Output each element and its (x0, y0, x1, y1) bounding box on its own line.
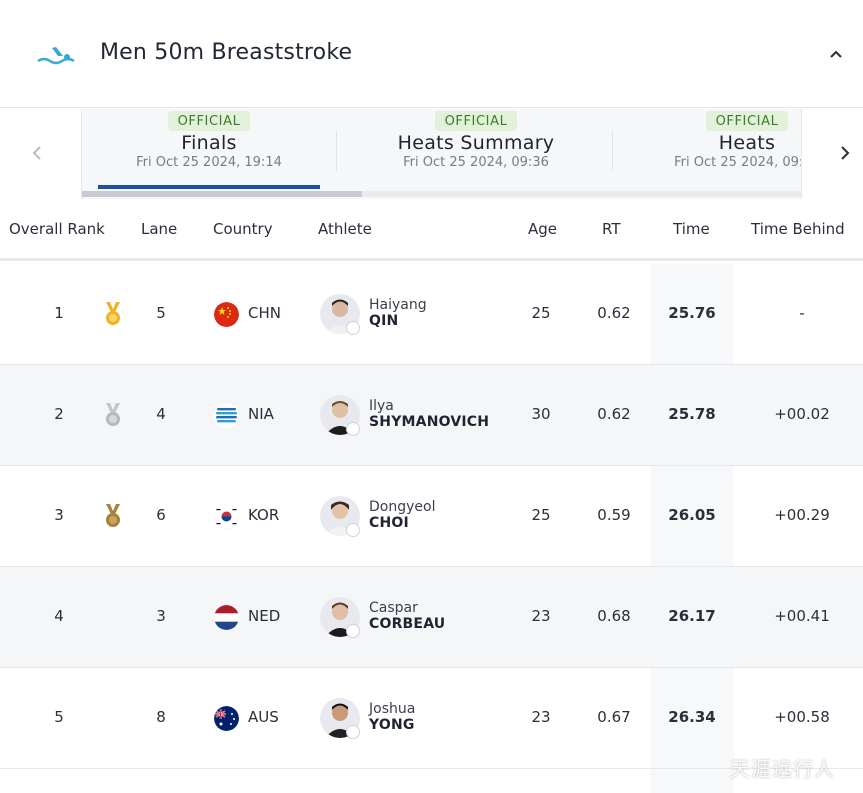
age: 23 (531, 607, 551, 625)
athlete-first-name: Caspar (369, 600, 418, 616)
watermark-text: 天涯远行人 (730, 757, 835, 781)
tab-heats-summary[interactable]: OFFICIAL Heats Summary Fri Oct 25 2024, … (360, 109, 592, 191)
reaction-time: 0.62 (597, 304, 631, 322)
tab-label: Heats (718, 132, 776, 154)
country-code: NIA (248, 405, 274, 423)
netherlands-flag-icon (214, 605, 239, 630)
column-header-rank[interactable]: Overall Rank (9, 220, 105, 238)
lane: 8 (156, 708, 166, 726)
tab-scrollbar[interactable] (82, 191, 801, 197)
time-behind: - (799, 304, 805, 322)
event-header: Men 50m Breaststroke (0, 0, 863, 108)
column-header-country[interactable]: Country (213, 220, 273, 238)
lane: 3 (156, 607, 166, 625)
reaction-time: 0.59 (597, 506, 631, 524)
phase-tabs: OFFICIAL Finals Fri Oct 25 2024, 19:14 O… (0, 109, 863, 199)
profile-link-icon[interactable] (346, 725, 360, 739)
country-code: NED (248, 607, 281, 625)
results-table-header: Overall Rank Lane Country Athlete Age RT… (0, 199, 863, 261)
age: 30 (531, 405, 551, 423)
profile-link-icon[interactable] (346, 523, 360, 537)
race-time: 25.76 (668, 304, 716, 322)
race-time: 26.34 (668, 708, 716, 726)
official-badge: OFFICIAL (434, 111, 518, 131)
lane: 6 (156, 506, 166, 524)
official-badge: OFFICIAL (705, 111, 789, 131)
table-row[interactable]: 4 3 NED Caspar CORBEAU 23 0.68 26.17 +00… (0, 567, 863, 668)
rank: 3 (54, 506, 64, 524)
age: 23 (531, 708, 551, 726)
event-title: Men 50m Breaststroke (100, 40, 353, 65)
australia-flag-icon (214, 706, 239, 731)
race-time: 26.05 (668, 506, 716, 524)
swimming-icon (37, 47, 75, 65)
tab-date: Fri Oct 25 2024, 09:36 (403, 155, 549, 170)
tab-label: Finals (181, 132, 237, 154)
gold-medal-icon (106, 302, 120, 325)
athlete-last-name[interactable]: YONG (369, 717, 415, 733)
athlete-last-name[interactable]: SHYMANOVICH (369, 414, 490, 430)
athlete-first-name: Joshua (369, 701, 416, 717)
lane: 5 (156, 304, 166, 322)
country-code: AUS (248, 708, 279, 726)
table-row[interactable]: 5 8 AUS Joshua YONG 23 0.67 26.34 +00.58 (0, 668, 863, 769)
time-behind: +00.02 (774, 405, 830, 423)
athlete-first-name: Ilya (369, 398, 394, 414)
time-behind: +00.41 (774, 607, 830, 625)
reaction-time: 0.62 (597, 405, 631, 423)
china-flag-icon (214, 302, 239, 327)
rank: 5 (54, 708, 64, 726)
column-header-lane[interactable]: Lane (141, 220, 178, 238)
profile-link-icon[interactable] (346, 321, 360, 335)
column-header-time-behind[interactable]: Time Behind (751, 220, 845, 238)
rank: 2 (54, 405, 64, 423)
profile-link-icon[interactable] (346, 422, 360, 436)
rank: 1 (54, 304, 64, 322)
reaction-time: 0.67 (597, 708, 631, 726)
athlete-last-name[interactable]: CHOI (369, 515, 409, 531)
official-badge: OFFICIAL (167, 111, 251, 131)
time-behind: +00.58 (774, 708, 830, 726)
athlete-first-name: Dongyeol (369, 499, 436, 515)
neutral-athletes-flag-icon (214, 403, 239, 428)
age: 25 (531, 506, 551, 524)
korea-flag-icon (214, 504, 239, 529)
age: 25 (531, 304, 551, 322)
column-header-athlete[interactable]: Athlete (318, 220, 372, 238)
table-row[interactable]: 2 4 NIA Ilya SHYMANOVICH 30 0.62 25.78 +… (0, 365, 863, 466)
tab-finals[interactable]: OFFICIAL Finals Fri Oct 25 2024, 19:14 (98, 109, 320, 191)
active-tab-indicator (98, 185, 320, 189)
athlete-last-name[interactable]: CORBEAU (369, 616, 446, 632)
profile-link-icon[interactable] (346, 624, 360, 638)
reaction-time: 0.68 (597, 607, 631, 625)
column-header-age[interactable]: Age (528, 220, 558, 238)
table-row[interactable]: 3 6 KOR Dongyeol CHOI 25 0.59 26.05 +00.… (0, 466, 863, 567)
race-time: 26.17 (668, 607, 716, 625)
lane: 4 (156, 405, 166, 423)
country-code: KOR (248, 506, 280, 524)
bronze-medal-icon (106, 504, 120, 527)
athlete-last-name[interactable]: QIN (369, 313, 399, 329)
tab-strip: OFFICIAL Finals Fri Oct 25 2024, 19:14 O… (81, 109, 802, 199)
tab-scrollbar-thumb[interactable] (82, 191, 362, 197)
tab-date: Fri Oct 25 2024, 19:14 (136, 155, 282, 170)
tab-divider (612, 131, 613, 171)
athlete-first-name: Haiyang (369, 297, 427, 313)
silver-medal-icon (106, 403, 120, 426)
country-code: CHN (248, 304, 281, 322)
column-header-time[interactable]: Time (673, 220, 710, 238)
time-behind: +00.29 (774, 506, 830, 524)
tab-heats[interactable]: OFFICIAL Heats Fri Oct 25 2024, 09:36 (642, 109, 801, 191)
tab-date: Fri Oct 25 2024, 09:36 (674, 155, 801, 170)
table-row[interactable]: 1 5 CHN Haiyang QIN 25 0.62 25.76 - (0, 264, 863, 365)
chevron-left-icon[interactable] (26, 142, 48, 164)
rank: 4 (54, 607, 64, 625)
chevron-up-icon[interactable] (826, 44, 846, 64)
tab-label: Heats Summary (397, 132, 555, 154)
column-header-rt[interactable]: RT (602, 220, 621, 238)
tab-divider (336, 131, 337, 171)
chevron-right-icon[interactable] (834, 142, 856, 164)
race-time: 25.78 (668, 405, 716, 423)
